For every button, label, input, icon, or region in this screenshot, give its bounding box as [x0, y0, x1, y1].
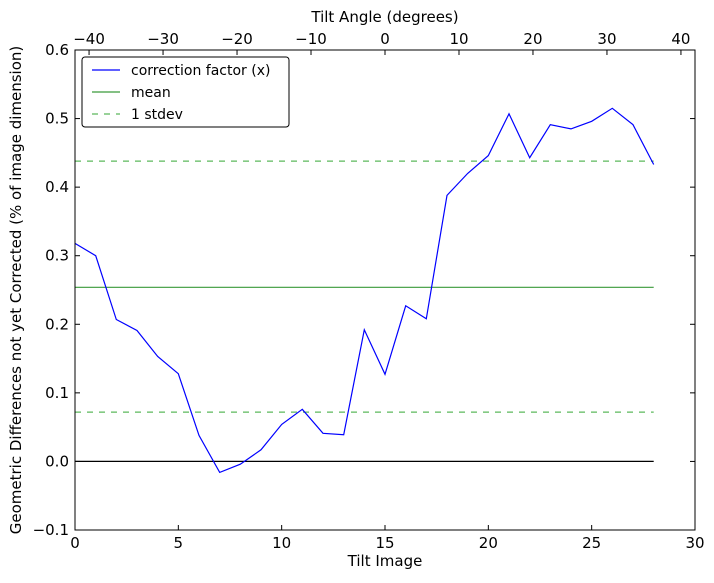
y-axis-label: Geometric Differences not yet Corrected … — [7, 46, 25, 535]
x-tick-label: 30 — [685, 534, 704, 552]
x-tick-label: 15 — [375, 534, 394, 552]
legend-label: 1 stdev — [131, 107, 183, 123]
y-tick-label: 0.2 — [45, 315, 69, 333]
x-tick-label: 0 — [70, 534, 80, 552]
legend: correction factor (x) mean 1 stdev — [81, 56, 290, 128]
y-tick-label: −0.1 — [33, 521, 69, 539]
legend-label: mean — [131, 85, 171, 101]
top-x-tick-label: −20 — [221, 30, 253, 48]
ticks: 0 5 10 15 20 25 30 −0.1 0.0 0.1 0.2 0.3 0.4 0.5 0.6−40… — [33, 30, 705, 552]
top-x-tick-label: 30 — [597, 30, 616, 48]
top-x-tick-label: 40 — [671, 30, 690, 48]
y-tick-label: 0.4 — [45, 178, 69, 196]
y-tick-label: 0.1 — [45, 384, 69, 402]
y-tick-label: 0.3 — [45, 247, 69, 265]
x-tick-label: 10 — [272, 534, 291, 552]
series-line-correction-factor-x- — [74, 107, 655, 474]
y-tick-label: 0.0 — [45, 452, 69, 470]
top-x-tick-label: 0 — [380, 30, 390, 48]
legend-label: correction factor (x) — [131, 63, 270, 79]
y-tick-label: 0.6 — [45, 41, 69, 59]
top-x-tick-label: 10 — [449, 30, 468, 48]
x-tick-label: 5 — [174, 534, 184, 552]
x-tick-label: 20 — [479, 534, 498, 552]
plot-marks — [74, 107, 655, 474]
x-tick-label: 25 — [582, 534, 601, 552]
top-x-axis-label: Tilt Angle (degrees) — [310, 8, 458, 26]
top-x-tick-label: −40 — [73, 30, 105, 48]
top-x-tick-label: 20 — [523, 30, 542, 48]
legend-box — [81, 56, 290, 128]
y-tick-label: 0.5 — [45, 110, 69, 128]
top-x-tick-label: −30 — [147, 30, 179, 48]
x-axis-label: Tilt Image — [347, 552, 423, 570]
top-x-tick-label: −10 — [295, 30, 327, 48]
